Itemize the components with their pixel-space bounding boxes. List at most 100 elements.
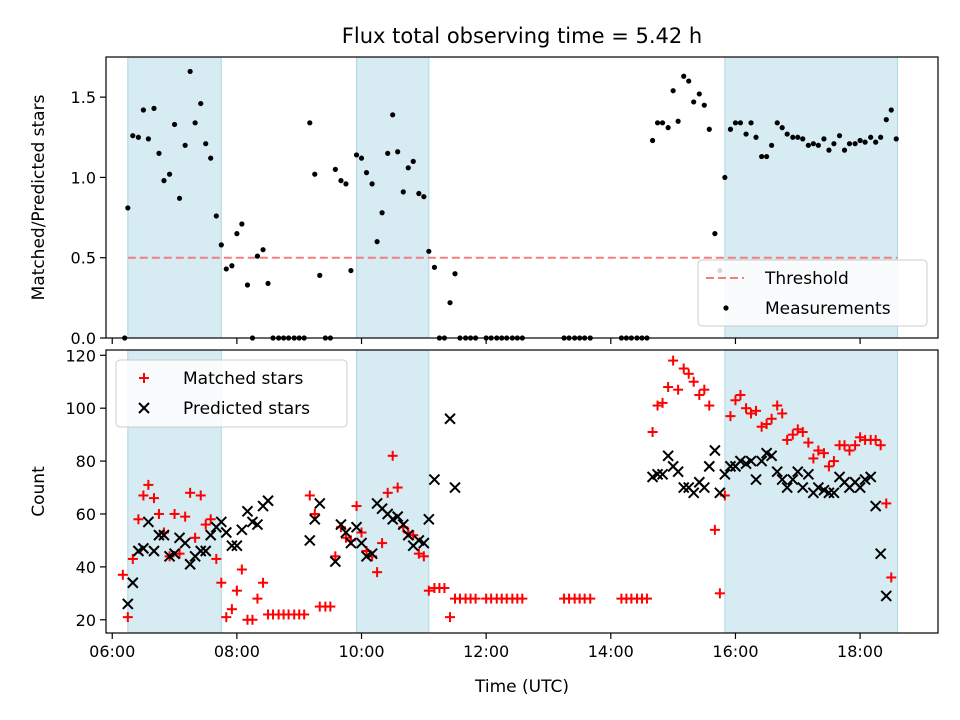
matched-stars-point-0700 [169,508,180,519]
measurements-point-1830 [888,107,894,113]
measurements-point-0810 [244,282,251,288]
measurements-point-1745 [841,147,848,153]
measurements-point-1010 [369,181,375,187]
predicted-stars-point-1645 [776,473,788,486]
y-tick-label: 60 [76,505,96,524]
measurements-point-1005 [363,170,370,176]
measurements-point-0945 [343,181,349,187]
measurements-point-1635 [769,142,775,148]
matched-stars-point-1640 [772,400,783,411]
measurements-point-1520 [691,99,697,105]
measurements-point-1615 [748,120,754,126]
x-axis-label: Time (UTC) [474,677,569,697]
matched-stars-point-1505 [673,384,684,395]
y-tick-label: 0.5 [71,249,96,268]
measurements-point-1705 [800,136,806,142]
measurements-point-1810 [868,134,874,140]
legend-label: Threshold [764,269,849,289]
predicted-stars-point-1035 [391,510,404,523]
measurements-point-0825 [260,247,266,253]
measurements-point-1800 [857,137,863,144]
matched-stars-point-0800 [231,585,242,596]
measurements-point-1740 [836,133,843,139]
predicted-stars-point-0735 [204,529,217,541]
predicted-stars-point-1700 [792,465,804,478]
matched-stars-point-1540 [709,524,720,535]
measurements-point-1125 [447,300,453,306]
x-tick-label: 10:00 [338,642,384,661]
matched-stars-point-1150 [470,593,481,604]
predicted-stars-point-1530 [698,481,710,494]
legend-label: Measurements [765,299,891,319]
measurements-point-0710 [182,142,188,148]
measurements-point-1655 [790,134,796,140]
matched-stars-point-0745 [216,577,227,588]
matched-stars-point-1035 [392,482,403,493]
predicted-stars-point-1805 [859,473,871,486]
predicted-stars-point-0615 [122,598,134,610]
legend-marker [139,373,149,383]
matched-stars-point-1500 [668,355,679,366]
y-tick-label: 20 [76,611,96,630]
x-tick-label: 16:00 [712,642,758,661]
measurements-point-1445 [654,120,661,126]
matched-stars-point-1610 [741,403,752,414]
predicted-stars-point-0955 [350,521,363,533]
predicted-stars-point-1815 [869,500,882,512]
matched-stars-point-0805 [236,564,247,575]
measurements-point-1100 [421,194,427,200]
measurements-point-1050 [410,158,416,164]
measurements-point-0745 [218,242,224,248]
measurements-point-0735 [208,155,214,161]
matched-stars-point-0735 [205,514,216,525]
matched-stars-point-1030 [387,450,398,461]
predicted-stars-point-1730 [823,487,835,499]
matched-stars-point-0715 [185,487,196,498]
predicted-stars-point-0715 [184,558,196,570]
predicted-stars-point-1520 [687,487,700,499]
matched-stars-point-1015 [372,567,383,578]
matched-stars-point-1830 [886,572,897,583]
measurements-point-1000 [358,155,365,161]
measurements-point-0725 [198,100,204,107]
measurements-point-1055 [416,190,422,197]
measurements-point-0715 [187,68,193,75]
matched-stars-point-0750 [221,612,232,623]
matched-stars-point-1125 [445,612,456,623]
legend-entry-matched-stars: Matched stars [139,369,303,389]
measurements-point-0750 [223,266,229,272]
y-tick-label: 40 [76,558,96,577]
matched-stars-point-1735 [828,456,839,467]
y-tick-label: 80 [76,452,96,471]
y-axis-label: Count [29,466,49,517]
predicted-stars-point-0910 [304,534,316,547]
measurements-point-0950 [348,267,354,274]
predicted-stars-point-0730 [200,545,212,557]
predicted-stars-point-1455 [662,450,674,462]
predicted-stars-point-0950 [345,537,357,549]
measurements-point-0955 [353,152,360,158]
matched-stars-point-1745 [839,440,850,451]
predicted-stars-point-1650 [781,481,793,494]
matched-stars-point-1525 [694,389,705,400]
matched-stars-point-1620 [751,405,762,416]
measurements-point-0705 [176,195,183,201]
measurements-point-1605 [737,120,744,126]
predicted-stars-point-0745 [215,516,228,528]
measurements-point-1715 [810,141,816,147]
measurements-point-0820 [254,253,261,259]
matched-stars-point-1720 [813,445,824,456]
measurements-point-0615 [125,205,131,211]
legend-label: Predicted stars [183,399,310,419]
predicted-stars-point-1550 [719,468,731,481]
measurements-point-0635 [145,136,151,142]
predicted-stars-point-1100 [418,537,430,549]
predicted-stars-point-1540 [709,444,721,457]
measurements-point-1640 [774,120,780,126]
shaded-region-2 [356,349,430,634]
matched-stars-point-1515 [683,368,694,379]
measurements-point-1725 [821,136,827,142]
plot-frame [105,56,939,339]
measurements-point-1030 [390,112,396,118]
